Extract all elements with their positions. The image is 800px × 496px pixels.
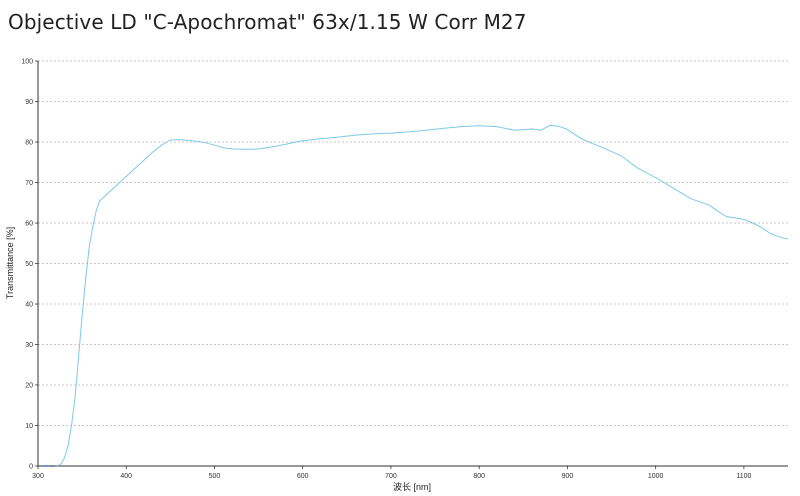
y-tick-label-10: 10 — [25, 423, 33, 430]
x-tick-label-400: 400 — [120, 473, 132, 480]
x-tick-label-700: 700 — [385, 473, 397, 480]
grid-lines — [38, 60, 788, 426]
x-tick-label-800: 800 — [473, 473, 485, 480]
y-axis-label: Transmittance [%] — [5, 227, 15, 299]
x-tick-label-1000: 1000 — [648, 473, 664, 480]
y-tick-label-100: 100 — [21, 59, 33, 66]
y-tick-label-20: 20 — [25, 383, 33, 390]
x-tick-label-600: 600 — [297, 473, 309, 480]
x-axis-label: 波长 [nm] — [393, 481, 431, 492]
x-tick-label-300: 300 — [32, 473, 44, 480]
x-tick-label-500: 500 — [209, 473, 221, 480]
x-tick-label-1100: 1100 — [736, 473, 751, 480]
y-tick-label-50: 50 — [25, 261, 33, 268]
axes — [35, 60, 788, 469]
y-tick-label-70: 70 — [25, 180, 33, 187]
x-tick-labels: 300 400 500 600 700 800 900 1000 1100 — [32, 473, 751, 480]
y-tick-label-30: 30 — [25, 342, 33, 349]
chart-title: Objective LD "C-Apochromat" 63x/1.15 W C… — [8, 10, 527, 34]
series-group — [43, 124, 789, 467]
x-tick-label-900: 900 — [562, 473, 574, 480]
y-tick-label-0: 0 — [29, 464, 33, 471]
y-tick-label-90: 90 — [25, 99, 33, 106]
y-tick-label-80: 80 — [25, 140, 33, 147]
series-line-0 — [57, 124, 789, 467]
y-tick-label-60: 60 — [25, 221, 33, 228]
y-tick-labels: 0 10 20 30 40 50 60 70 80 90 100 — [21, 59, 33, 471]
y-tick-label-40: 40 — [25, 302, 33, 309]
